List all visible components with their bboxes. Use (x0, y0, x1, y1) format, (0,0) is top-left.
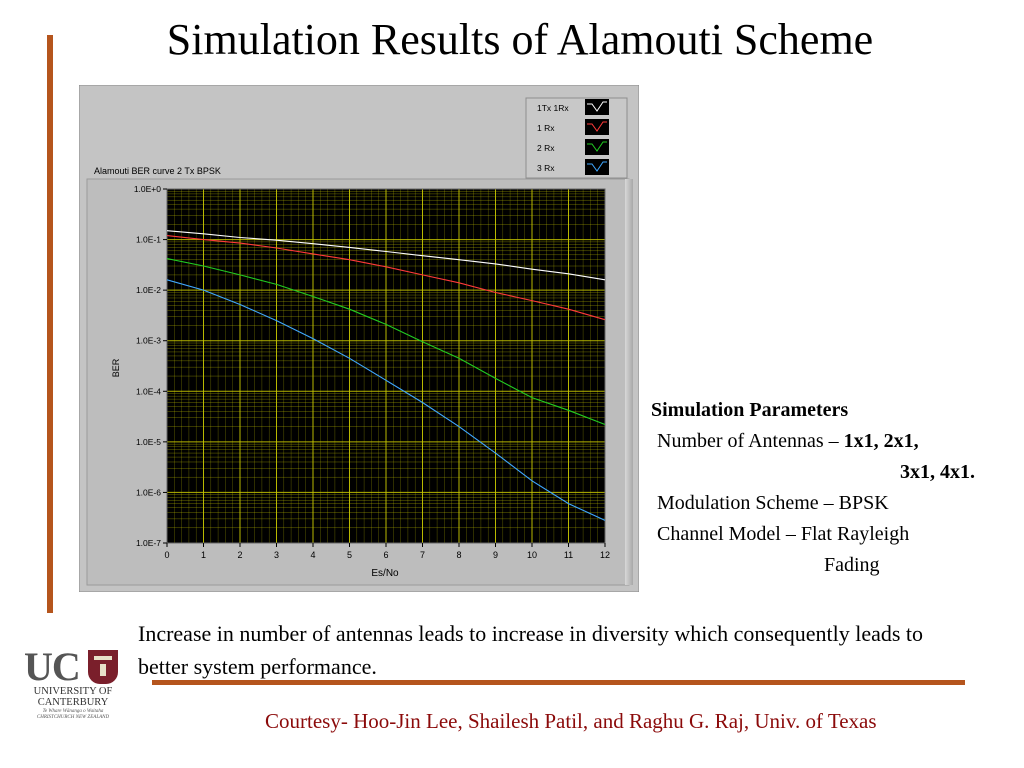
ber-chart-panel: Alamouti BER curve 2 Tx BPSK 1.0E+0 1.0E-… (78, 84, 640, 593)
y-tick-labels: 1.0E+0 1.0E-1 1.0E-2 1.0E-3 1.0E-4 1.0E-5 1.0E… (134, 184, 167, 548)
slide-title: Simulation Results of Alamouti Scheme (166, 15, 874, 64)
param-modulation: Modulation Scheme – BPSK (657, 492, 889, 514)
x-tick-label: 7 (420, 550, 425, 560)
logo-line-2: CANTERBURY (37, 697, 109, 708)
legend-label-2: 1 Rx (537, 123, 555, 133)
legend-label-3: 2 Rx (537, 143, 555, 153)
university-logo: UC UNIVERSITY OF CANTERBURY Te Whare Wān… (24, 644, 122, 722)
series-line-4 (166, 279, 606, 521)
logo-line-3: Te Whare Wānanga o Waitaha CHRISTCHURCH … (36, 709, 110, 720)
series-line-3 (166, 258, 606, 426)
legend-label-4: 3 Rx (537, 163, 555, 173)
legend-swatch-2 (587, 121, 607, 132)
legend-swatch-bg-3 (585, 139, 609, 155)
param-antennas-value-2: 3x1, 4x1. (900, 461, 975, 483)
legend-swatch-3 (587, 141, 607, 152)
y-tick-label: 1.0E-1 (136, 235, 161, 245)
x-tick-label: 11 (564, 550, 573, 560)
chart-legend: 1Tx 1Rx 1 Rx 2 Rx 3 Rx (525, 97, 628, 179)
x-tick-label: 8 (456, 550, 461, 560)
x-tick-label: 1 (201, 550, 206, 560)
y-tick-label: 1.0E-2 (136, 285, 161, 295)
legend-label-1: 1Tx 1Rx (537, 103, 569, 113)
legend-swatch-bg-4 (585, 159, 609, 175)
simulation-parameters: Simulation Parameters Number of Antennas… (651, 395, 975, 581)
x-tick-label: 6 (383, 550, 388, 560)
x-tick-label: 4 (310, 550, 315, 560)
legend-swatch-bg-2 (585, 119, 609, 135)
conclusion-text: Increase in number of antennas leads to … (138, 621, 924, 679)
chart-grid (166, 188, 606, 544)
x-tick-label: 3 (274, 550, 279, 560)
x-tick-label: 5 (347, 550, 352, 560)
y-tick-label: 1.0E-6 (136, 487, 161, 497)
bottom-accent-bar (152, 680, 965, 685)
crest-icon (88, 650, 118, 684)
param-antennas: Number of Antennas – 1x1, 2x1, (651, 426, 975, 457)
y-tick-label: 1.0E-3 (136, 336, 161, 346)
param-antennas-value-1: 1x1, 2x1, (843, 430, 919, 452)
x-tick-label: 10 (527, 550, 537, 560)
x-tick-label: 0 (164, 550, 169, 560)
x-tick-label: 9 (493, 550, 498, 560)
x-axis-label: Es/No (371, 568, 399, 579)
logo-initials: UC (24, 644, 81, 689)
x-tick-labels: 0 1 2 3 4 5 6 7 8 9 10 11 12 (164, 543, 610, 560)
param-channel: Channel Model – Flat Rayleigh (657, 523, 910, 545)
logo-line-1: UNIVERSITY OF (33, 686, 113, 697)
ber-chart: Alamouti BER curve 2 Tx BPSK 1.0E+0 1.0E-… (78, 84, 640, 593)
y-tick-label: 1.0E+0 (134, 184, 161, 194)
y-tick-label: 1.0E-7 (136, 538, 161, 548)
x-tick-label: 12 (600, 550, 610, 560)
param-channel-cont: Fading (824, 554, 880, 576)
y-tick-label: 1.0E-4 (136, 386, 161, 396)
y-axis-label: BER (111, 358, 121, 377)
left-accent-bar (47, 35, 53, 613)
params-heading: Simulation Parameters (651, 399, 849, 421)
courtesy-credit: Courtesy- Hoo-Jin Lee, Shailesh Patil, a… (265, 709, 877, 733)
y-tick-label: 1.0E-5 (136, 437, 161, 447)
chart-title: Alamouti BER curve 2 Tx BPSK (94, 166, 221, 176)
series-line-1 (166, 230, 606, 281)
legend-swatch-1 (587, 101, 607, 112)
series-line-2 (166, 235, 606, 321)
legend-swatch-bg-1 (585, 99, 609, 115)
chart-series (166, 230, 606, 521)
legend-swatch-4 (587, 161, 607, 172)
param-antennas-label: Number of Antennas – (657, 430, 844, 452)
x-tick-label: 2 (237, 550, 242, 560)
